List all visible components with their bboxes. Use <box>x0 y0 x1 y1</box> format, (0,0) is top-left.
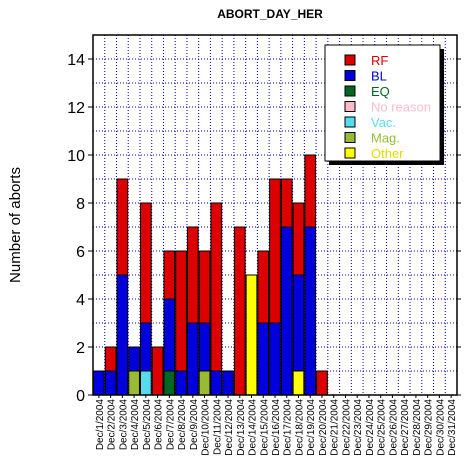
x-tick-label: Dec/31/2004 <box>447 399 458 456</box>
bar-segment-bl <box>93 370 105 396</box>
x-tick-label: Dec/17/2004 <box>283 399 294 456</box>
y-tick-label: 10 <box>67 148 85 165</box>
legend-swatch <box>344 54 356 66</box>
bar-segment-bl <box>116 274 129 396</box>
x-tick-label: Dec/2/2004 <box>107 399 118 451</box>
x-tick-label: Dec/18/2004 <box>294 399 305 456</box>
bar-segment-bl <box>186 322 199 396</box>
x-tick-label: Dec/6/2004 <box>154 399 165 451</box>
x-tick-label: Dec/1/2004 <box>95 399 106 451</box>
x-tick-label: Dec/9/2004 <box>189 399 200 451</box>
chart-title: ABORT_DAY_HER <box>217 7 323 21</box>
x-tick-label: Dec/15/2004 <box>259 399 270 456</box>
x-tick-label: Dec/4/2004 <box>130 399 141 451</box>
bar-segment-rf <box>316 370 328 396</box>
x-tick-label: Dec/19/2004 <box>306 399 317 456</box>
bar-segment-bl <box>222 370 234 396</box>
y-tick-label: 6 <box>76 244 85 261</box>
x-tick-label: Dec/11/2004 <box>212 399 223 455</box>
bar-segment-mag- <box>198 370 211 396</box>
bar-segment-bl <box>128 346 140 372</box>
bar-segment-rf <box>280 178 293 228</box>
legend-label: Vac. <box>371 115 396 130</box>
bar-segment-rf <box>116 178 129 276</box>
x-tick-label: Dec/25/2004 <box>377 399 388 456</box>
x-tick-label: Dec/30/2004 <box>435 399 446 456</box>
bar-segment-rf <box>233 226 246 396</box>
x-tick-label: Dec/12/2004 <box>224 399 235 456</box>
bar-segment-bl <box>269 322 281 396</box>
bar-segment-bl <box>210 370 223 396</box>
x-tick-label: Dec/21/2004 <box>330 399 341 456</box>
bar-segment-bl <box>104 370 117 396</box>
bar-segment-rf <box>257 250 270 324</box>
legend-label: Mag. <box>371 131 400 146</box>
bar-segment-rf <box>210 202 223 372</box>
bar-segment-bl <box>280 226 293 396</box>
legend-label: BL <box>371 69 387 84</box>
x-tick-label: Dec/26/2004 <box>388 399 399 456</box>
y-tick-label: 14 <box>67 52 85 69</box>
legend-swatch <box>344 70 356 81</box>
bar-segment-other <box>245 274 258 396</box>
bar-segment-rf <box>304 154 317 228</box>
bar-segment-rf <box>269 178 281 324</box>
bar-segment-eq <box>163 370 176 396</box>
legend-box <box>324 44 441 162</box>
x-tick-label: Dec/14/2004 <box>248 399 259 456</box>
legend-label: RF <box>371 53 388 68</box>
x-tick-label: Dec/16/2004 <box>271 399 282 456</box>
legend-label: EQ <box>371 84 390 99</box>
x-tick-label: Dec/3/2004 <box>118 399 129 451</box>
x-tick-label: Dec/28/2004 <box>412 399 423 456</box>
y-tick-label: 8 <box>76 196 85 213</box>
y-tick-label: 12 <box>67 100 85 117</box>
x-tick-label: Dec/13/2004 <box>236 399 247 456</box>
y-axis-label: Number of aborts <box>7 167 24 283</box>
x-tick-label: Dec/5/2004 <box>142 399 153 451</box>
x-tick-label: Dec/22/2004 <box>341 399 352 456</box>
bar-segment-bl <box>139 322 152 372</box>
x-tick-label: Dec/27/2004 <box>400 399 411 456</box>
bar-segment-vac- <box>139 370 152 396</box>
bar-segment-bl <box>175 370 187 396</box>
bar-segment-rf <box>151 346 164 396</box>
legend-swatch <box>344 132 356 143</box>
x-tick-label: Dec/7/2004 <box>165 399 176 451</box>
x-tick-label: Dec/10/2004 <box>201 399 212 456</box>
bar-segment-rf <box>292 202 305 276</box>
bar-segment-rf <box>186 226 199 324</box>
bar-segment-rf <box>163 250 176 300</box>
bar-segment-bl <box>198 322 211 372</box>
legend-label: Other <box>371 146 404 161</box>
x-tick-label: Dec/29/2004 <box>424 399 435 456</box>
bar-segment-bl <box>257 322 270 396</box>
bar-segment-bl <box>292 274 305 372</box>
bar-segment-rf <box>139 202 152 324</box>
legend-label: No reason <box>371 100 431 115</box>
legend-swatch <box>344 116 356 128</box>
bar-segment-bl <box>163 298 176 372</box>
bar-segment-rf <box>198 250 211 324</box>
y-tick-label: 4 <box>76 292 85 309</box>
legend-swatch <box>344 85 356 97</box>
legend-swatch <box>344 147 356 159</box>
bar-segment-rf <box>104 346 117 372</box>
x-tick-label: Dec/20/2004 <box>318 399 329 456</box>
y-tick-label: 0 <box>76 388 85 405</box>
legend-swatch <box>344 101 356 112</box>
bar-segment-other <box>292 370 305 396</box>
bar-segment-rf <box>175 250 187 372</box>
y-tick-label: 2 <box>76 340 85 357</box>
x-tick-label: Dec/24/2004 <box>365 399 376 456</box>
x-tick-label: Dec/23/2004 <box>353 399 364 456</box>
x-tick-label: Dec/8/2004 <box>177 399 188 451</box>
bar-segment-mag- <box>128 370 140 396</box>
bar-segment-bl <box>304 226 317 396</box>
